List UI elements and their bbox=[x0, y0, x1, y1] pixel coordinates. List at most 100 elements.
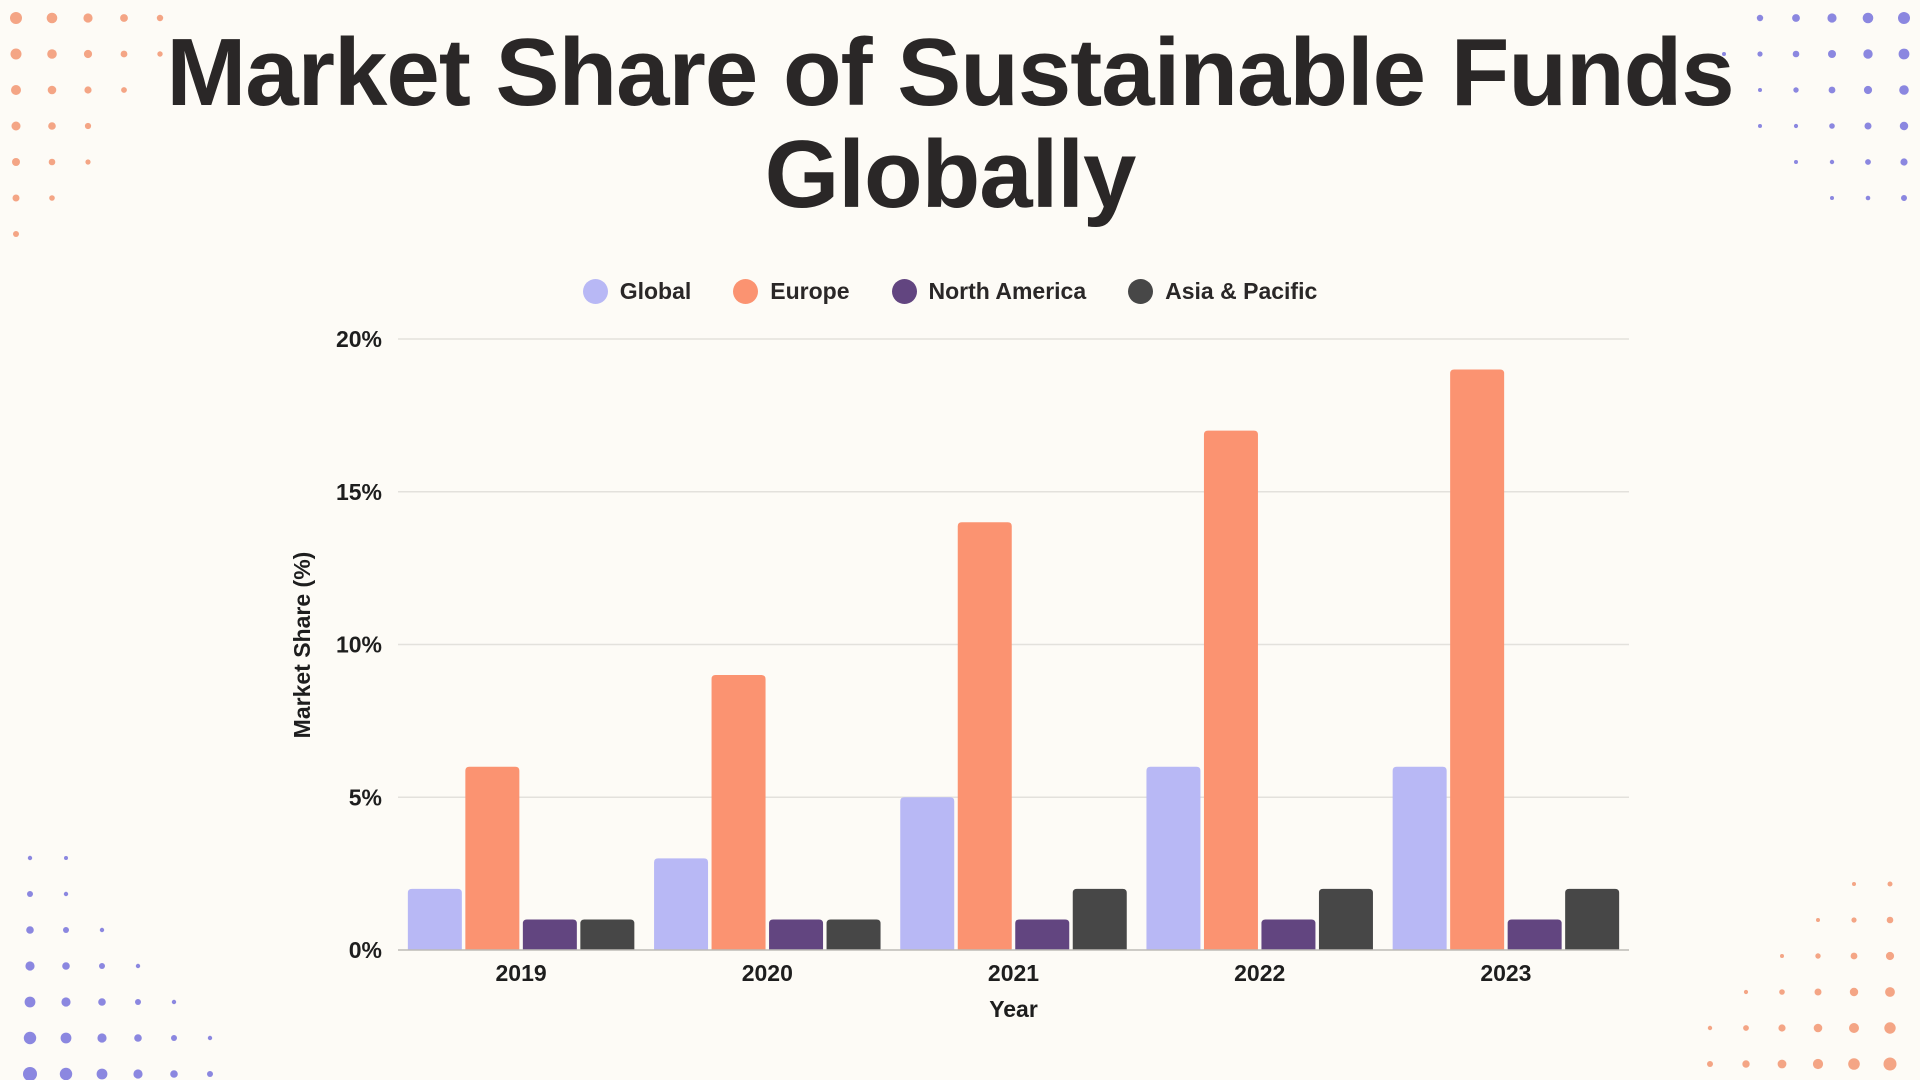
decor-dot bbox=[1887, 881, 1893, 887]
bar[interactable] bbox=[769, 919, 824, 950]
decor-dot bbox=[1758, 88, 1762, 92]
decor-dot bbox=[1743, 1025, 1749, 1031]
decor-dot bbox=[1757, 51, 1763, 57]
decor-dot bbox=[63, 927, 69, 933]
bar[interactable] bbox=[654, 858, 709, 950]
decor-dot bbox=[1792, 50, 1800, 58]
decor-dot bbox=[1815, 953, 1821, 959]
y-tick-label: 0% bbox=[349, 937, 382, 963]
decor-dot bbox=[1779, 989, 1785, 995]
decor-dot bbox=[1885, 951, 1895, 961]
decor-dot bbox=[12, 158, 20, 166]
bar[interactable] bbox=[1015, 919, 1070, 950]
bar[interactable] bbox=[1261, 919, 1316, 950]
decor-dot bbox=[1829, 159, 1835, 165]
decor-dot bbox=[10, 48, 22, 60]
legend-swatch bbox=[1128, 279, 1154, 304]
decor-dot bbox=[48, 122, 56, 130]
chart-title: Market Share of Sustainable Funds Global… bbox=[166, 19, 1734, 228]
y-axis-title: Market Share (%) bbox=[289, 552, 315, 739]
y-tick-label: 15% bbox=[336, 479, 382, 505]
decor-dot bbox=[1865, 159, 1871, 165]
decor-dot bbox=[1777, 1059, 1787, 1069]
decor-dot bbox=[1827, 13, 1837, 23]
bar[interactable] bbox=[1203, 430, 1258, 950]
decor-dot bbox=[25, 961, 35, 971]
decor-dot bbox=[133, 1069, 143, 1079]
bar[interactable] bbox=[522, 919, 577, 950]
decor-dot bbox=[23, 1067, 37, 1080]
decor-dot bbox=[1864, 122, 1872, 130]
bar[interactable] bbox=[407, 888, 462, 950]
decor-dot bbox=[61, 997, 71, 1007]
y-tick-label: 5% bbox=[349, 784, 382, 810]
decor-dot bbox=[135, 963, 141, 969]
decor-dot bbox=[1863, 49, 1873, 59]
decor-dot bbox=[1830, 196, 1834, 200]
bar[interactable] bbox=[711, 675, 766, 950]
decor-dot bbox=[1898, 12, 1910, 24]
decor-dot bbox=[170, 1070, 178, 1078]
bar[interactable] bbox=[957, 522, 1012, 950]
decor-dot bbox=[10, 12, 22, 24]
decor-dot bbox=[84, 86, 92, 94]
legend-item[interactable]: Europe bbox=[733, 278, 850, 305]
decor-dot bbox=[156, 14, 164, 22]
decor-dot bbox=[1898, 48, 1910, 60]
decor-dot bbox=[24, 996, 36, 1008]
decor-dot bbox=[49, 195, 55, 201]
bar[interactable] bbox=[1318, 888, 1373, 950]
decor-dot bbox=[1722, 52, 1726, 56]
decor-dot bbox=[120, 14, 128, 22]
decor-dot bbox=[1794, 160, 1798, 164]
decor-dot bbox=[99, 927, 105, 933]
bar[interactable] bbox=[1450, 369, 1505, 950]
legend-item[interactable]: North America bbox=[891, 278, 1087, 305]
legend-swatch bbox=[582, 279, 608, 304]
legend-swatch bbox=[891, 279, 917, 304]
decor-dot bbox=[1851, 917, 1857, 923]
decor-dot bbox=[46, 12, 58, 24]
decor-dot bbox=[1814, 988, 1822, 996]
decor-dot bbox=[62, 962, 70, 970]
decor-dot bbox=[1865, 195, 1871, 201]
decor-dot bbox=[1816, 918, 1820, 922]
bar[interactable] bbox=[1507, 919, 1562, 950]
bar[interactable] bbox=[1072, 888, 1127, 950]
decor-dot bbox=[1758, 124, 1762, 128]
bar[interactable] bbox=[1565, 888, 1620, 950]
bar[interactable] bbox=[1146, 766, 1201, 950]
legend-item[interactable]: Global bbox=[582, 278, 691, 305]
decor-dot bbox=[1828, 50, 1836, 58]
decor-dot bbox=[120, 50, 128, 58]
decor-dot bbox=[1707, 1061, 1713, 1067]
bar[interactable] bbox=[826, 919, 881, 950]
decor-dot bbox=[1742, 1060, 1750, 1068]
decor-dot bbox=[134, 1034, 142, 1042]
bar[interactable] bbox=[580, 919, 635, 950]
legend-item[interactable]: Asia & Pacific bbox=[1128, 278, 1317, 305]
legend-label: North America bbox=[928, 278, 1087, 304]
x-axis-title: Year bbox=[989, 996, 1038, 1022]
x-tick-label: 2023 bbox=[1480, 960, 1531, 986]
decor-dot bbox=[1850, 952, 1858, 960]
bar[interactable] bbox=[900, 797, 955, 950]
decor-dot bbox=[1756, 14, 1764, 22]
decor-dot bbox=[171, 999, 177, 1005]
decor-dot bbox=[1778, 1024, 1786, 1032]
bar[interactable] bbox=[1392, 766, 1447, 950]
decor-dot bbox=[98, 998, 106, 1006]
decor-dot bbox=[207, 1035, 213, 1041]
decor-dot bbox=[1885, 987, 1895, 997]
decor-dot bbox=[171, 1035, 177, 1041]
legend: Global Europe North America Asia & Pacific bbox=[0, 278, 1900, 305]
decor-dot bbox=[1884, 1022, 1896, 1034]
decor-dot bbox=[1901, 195, 1907, 201]
decor-dot bbox=[1862, 12, 1874, 24]
decor-dot bbox=[1899, 121, 1909, 131]
decor-dot bbox=[1899, 85, 1909, 95]
decor-dot bbox=[1793, 123, 1799, 129]
bar[interactable] bbox=[465, 766, 520, 950]
decor-dot bbox=[1852, 882, 1856, 886]
